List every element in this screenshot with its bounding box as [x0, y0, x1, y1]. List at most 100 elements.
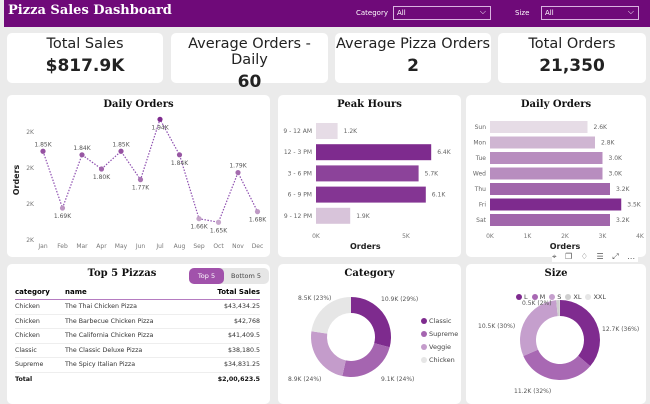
data-point [79, 152, 85, 158]
legend-item-xxl[interactable]: XXL [585, 293, 606, 301]
data-label: 2.8K [601, 140, 616, 147]
category-label: Mon [473, 140, 486, 147]
legend-label: Supreme [429, 330, 459, 338]
daily-orders-bar-card: Daily Orders Sun 2.6K Mon 2.8K Tue 3.0K Wed 3.0… [466, 95, 646, 257]
cell-total-sales: $43,434.25 [196, 299, 260, 315]
kpi-value: 21,350 [539, 56, 605, 76]
data-label: 1.9K [356, 213, 371, 220]
data-point [98, 166, 105, 172]
kpi-total-sales: Total Sales $817.9K [7, 33, 163, 83]
cell-total-sales: $42,768 [196, 314, 260, 329]
x-tick-label: Jun [135, 243, 146, 250]
table-row[interactable]: Chicken The Barbecue Chicken Pizza $42,768 [15, 314, 260, 329]
total-row: Total $2,00,623.5 [15, 371, 260, 386]
top-5-button[interactable]: Top 5 [189, 268, 224, 284]
legend-item-s[interactable]: S [549, 293, 561, 301]
kpi-average-pizza-orders: Average Pizza Orders 2 [335, 33, 491, 83]
bar [490, 167, 603, 180]
data-point [137, 177, 144, 183]
table-row[interactable]: Supreme The Spicy Italian Pizza $34,831.25 [15, 357, 260, 373]
donut-slice-l [560, 300, 600, 367]
data-point [235, 169, 241, 176]
kpi-total-orders: Total Orders 21,350 [498, 33, 646, 83]
bar [490, 183, 610, 195]
category-label: 3 - 6 PM [288, 170, 312, 177]
legend-item-chicken[interactable]: Chicken [421, 356, 455, 364]
legend-item-classic[interactable]: Classic [421, 317, 451, 325]
x-tick-label: Nov [232, 243, 244, 250]
cell-name: The California Chicken Pizza [65, 328, 197, 344]
size-filter-select[interactable]: All ⌵ [541, 6, 639, 20]
donut-slice-s [520, 300, 558, 357]
data-point [215, 219, 222, 225]
x-tick-label: May [115, 243, 128, 250]
legend-swatch [516, 293, 522, 300]
legend-label: Veggie [429, 343, 451, 351]
x-tick-label: Oct [213, 243, 224, 250]
legend-item-veggie[interactable]: Veggie [421, 343, 451, 351]
legend-item-l[interactable]: L [516, 293, 528, 301]
empty-cell [65, 371, 197, 386]
legend-item-xl[interactable]: XL [565, 293, 581, 301]
data-label-supreme: 9.1K (24%) [381, 376, 415, 383]
cell-category: Chicken [15, 328, 65, 344]
category-filter-select[interactable]: All ⌵ [393, 6, 491, 20]
legend-item-m[interactable]: M [531, 293, 545, 301]
cell-name: The Thai Chicken Pizza [65, 299, 197, 315]
size-card: Size L M S XL XXL 0.5K (2%) 12.7K (36%) 10.5… [466, 264, 646, 404]
visual-toolbar[interactable]: ⌖ ❐ ♢ ☰ ⤢ … [552, 252, 639, 262]
data-point [196, 216, 202, 222]
table-row[interactable]: Classic The Classic Deluxe Pizza $38,180.5 [15, 343, 260, 358]
column-header-label: Total Sales [217, 288, 260, 296]
data-label-s: 10.5K (30%) [478, 323, 516, 330]
bar [316, 144, 432, 161]
data-label: 1.2K [344, 128, 359, 135]
data-label: 1.69K [54, 213, 72, 220]
kpi-value: $817.9K [45, 56, 125, 76]
category-label: Fri [479, 202, 486, 209]
x-tick-label: Jul [155, 243, 164, 250]
legend-swatch [531, 293, 538, 300]
data-point [118, 148, 124, 154]
chart-title: Size [544, 268, 568, 279]
column-header-total-sales[interactable]: Total Sales [196, 286, 260, 300]
data-point [157, 116, 163, 122]
table-row[interactable]: Chicken The California Chicken Pizza $41,4… [15, 328, 260, 344]
category-label: Wed [473, 171, 486, 178]
x-tick-label: Sep [193, 243, 205, 250]
data-label: 3.0K [609, 171, 624, 178]
legend-swatch [549, 293, 556, 300]
cell-category: Chicken [15, 299, 65, 315]
data-label: 6.4K [437, 149, 452, 156]
kpi-label: Average Pizza Orders [335, 36, 491, 52]
kpi-label: Total Orders [528, 36, 616, 52]
size-legend: L M S XL XXL [516, 284, 610, 303]
chart-title: Top 5 Pizzas [87, 268, 157, 279]
daily-orders-line-card: Daily Orders 2K 2K 2K 2K Orders 1.85K Jan 1.69K… [7, 95, 270, 257]
y-tick-label: 2K [26, 129, 35, 136]
chart-title: Peak Hours [337, 99, 402, 110]
data-label: 1.80K [93, 174, 111, 181]
series-line [42, 117, 259, 223]
x-tick-label: Jan [37, 243, 47, 250]
category-label: Sun [475, 124, 487, 131]
bar [490, 152, 603, 164]
data-label-l: 12.7K (36%) [602, 326, 640, 333]
table-row[interactable]: Chicken The Thai Chicken Pizza $43,434.25 [15, 299, 260, 315]
top-bottom-toggle: Top 5 Bottom 5 [189, 268, 269, 284]
legend-label: Chicken [429, 356, 455, 364]
category-card: Category Classic Supreme Veggie Chicken 8.5… [278, 264, 461, 404]
legend-swatch [565, 293, 572, 300]
data-label: 1.77K [132, 185, 150, 192]
column-header-name[interactable]: name [65, 286, 197, 300]
legend-label: S [557, 293, 562, 301]
donut-slice-classic [351, 297, 391, 348]
legend-item-supreme[interactable]: Supreme [421, 330, 458, 338]
bottom-5-button[interactable]: Bottom 5 [231, 272, 262, 280]
size-donut-chart [520, 299, 600, 380]
cell-name: The Spicy Italian Pizza [65, 357, 197, 373]
cell-category: Classic [15, 343, 65, 358]
data-label: 1.65K [210, 227, 228, 234]
column-header-category[interactable]: category [15, 286, 65, 300]
x-tick-label: 0K [312, 233, 321, 240]
